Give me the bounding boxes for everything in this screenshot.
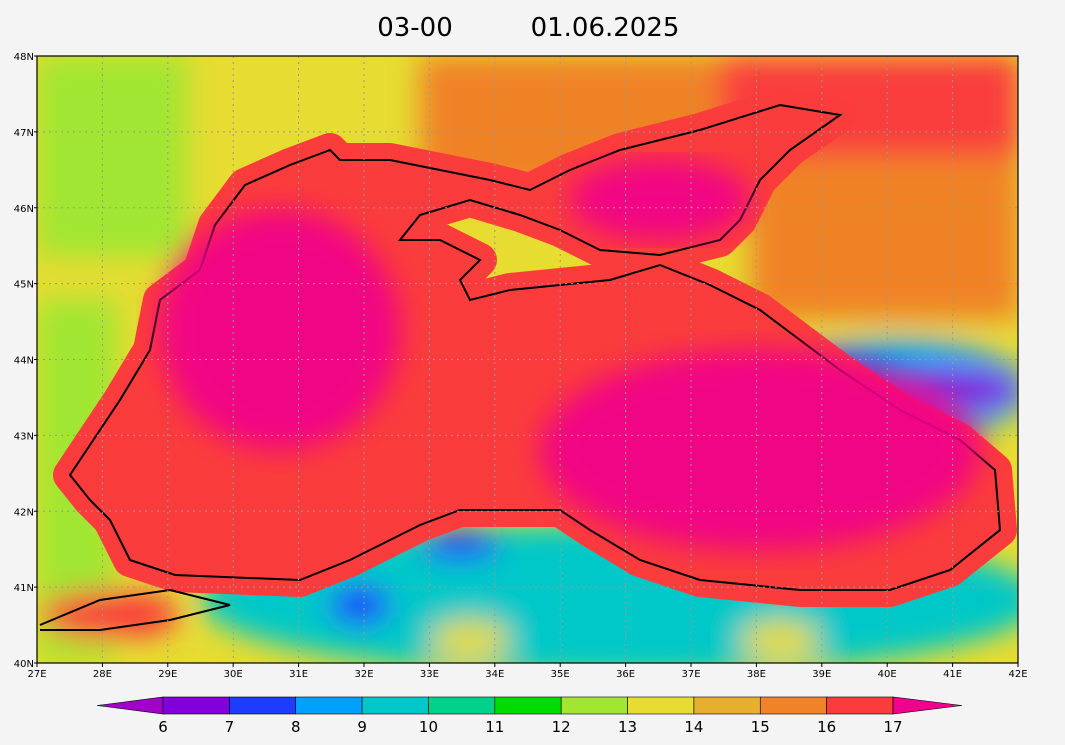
- lon-label: 41E: [943, 669, 962, 680]
- lon-label: 42E: [1008, 669, 1027, 680]
- lon-label: 31E: [289, 669, 308, 680]
- lat-label: 47N: [14, 128, 34, 139]
- axis-ticks: 27E 28E 29E 30E 31E 32E 33E 34E 35E 36E 37E 38E 39E 4…: [14, 52, 1028, 680]
- colorbar-swatch: [361, 696, 429, 715]
- colorbar: 6 7 8 9 10 11 12 13 14 15 16 17: [96, 696, 963, 736]
- lat-label: 45N: [14, 280, 34, 291]
- lon-label: 35E: [551, 669, 570, 680]
- lon-label: 29E: [158, 669, 177, 680]
- lat-label: 42N: [14, 507, 34, 518]
- coastline: [68, 103, 1002, 591]
- lon-label: 38E: [747, 669, 766, 680]
- lat-label: 44N: [14, 356, 34, 367]
- grid: [37, 56, 1018, 663]
- lon-label: 37E: [681, 669, 700, 680]
- colorbar-swatch: [759, 696, 827, 715]
- colorbar-label: 14: [684, 718, 703, 736]
- colorbar-swatch: [428, 696, 496, 715]
- colorbar-label: 6: [158, 718, 168, 736]
- colorbar-label: 12: [552, 718, 571, 736]
- colorbar-label: 13: [618, 718, 637, 736]
- temperature-field: [37, 56, 1018, 663]
- lon-label: 32E: [354, 669, 373, 680]
- lon-label: 27E: [27, 669, 46, 680]
- lon-label: 36E: [616, 669, 635, 680]
- colorbar-label: 17: [883, 718, 902, 736]
- colorbar-swatch: [560, 696, 628, 715]
- coastline: [39, 588, 231, 631]
- colorbar-swatch: [295, 696, 363, 715]
- lat-label: 46N: [14, 204, 34, 215]
- colorbar-swatch: [494, 696, 562, 715]
- lat-label: 43N: [14, 431, 34, 442]
- colorbar-label: 9: [357, 718, 367, 736]
- colorbar-swatch: [627, 696, 695, 715]
- warm-core: [540, 350, 980, 550]
- colorbar-label: 8: [291, 718, 301, 736]
- colorbar-swatch: [826, 696, 894, 715]
- title-date: 01.06.2025: [531, 13, 680, 43]
- colorbar-swatch: [162, 696, 230, 715]
- warm-core: [160, 210, 400, 450]
- colorbar-label: 10: [419, 718, 438, 736]
- colorbar-arrow: [96, 696, 164, 715]
- colorbar-arrow: [892, 696, 963, 715]
- lon-label: 34E: [485, 669, 504, 680]
- lat-label: 40N: [14, 659, 34, 670]
- lon-label: 33E: [420, 669, 439, 680]
- title-time: 03-00: [377, 13, 453, 43]
- colorbar-swatch: [693, 696, 761, 715]
- colorbar-label: 16: [817, 718, 836, 736]
- lat-label: 48N: [14, 52, 34, 63]
- lon-label: 40E: [878, 669, 897, 680]
- warm-core: [570, 160, 750, 240]
- lon-label: 30E: [224, 669, 243, 680]
- colorbar-label: 15: [751, 718, 770, 736]
- lon-label: 28E: [93, 669, 112, 680]
- colorbar-label: 11: [485, 718, 504, 736]
- colorbar-swatch: [229, 696, 297, 715]
- lat-label: 41N: [14, 583, 34, 594]
- colorbar-label: 7: [225, 718, 235, 736]
- lon-label: 39E: [812, 669, 831, 680]
